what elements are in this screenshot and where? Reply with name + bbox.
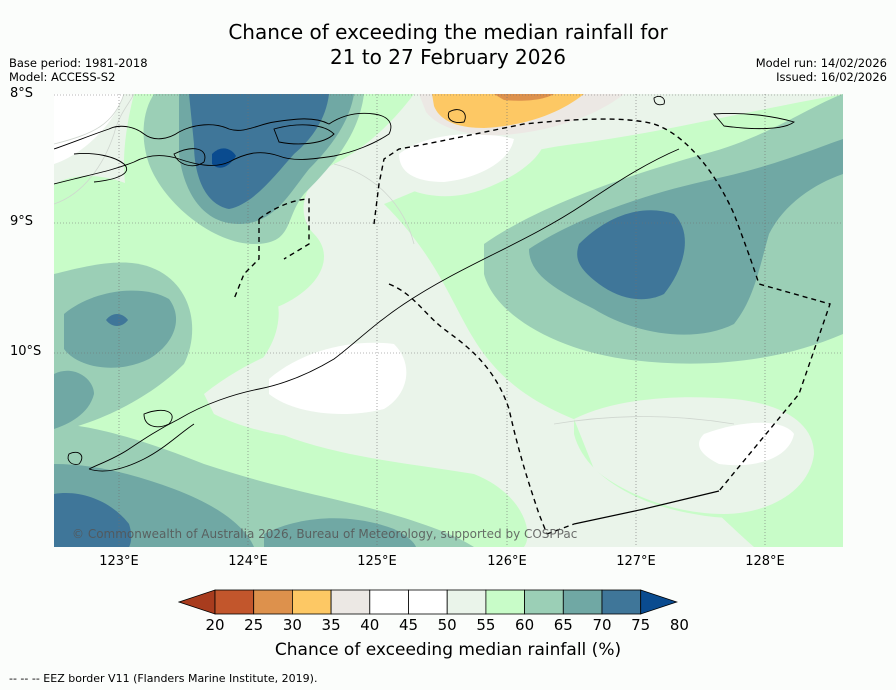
colorbar-arrow-low [178, 589, 216, 615]
colorbar-tick-label: 75 [631, 616, 651, 634]
eez-border-legend: -- -- -- EEZ border V11 (Flanders Marine… [9, 672, 318, 685]
lon-label-127e: 127°E [616, 554, 656, 569]
colorbar-label: Chance of exceeding median rainfall (%) [274, 640, 622, 660]
colorbar-tick-label: 40 [360, 616, 380, 634]
map-title: Chance of exceeding the median rainfall … [0, 20, 896, 70]
band-75-80-southwest [54, 493, 132, 547]
colorbar-segment [446, 589, 487, 615]
lat-label-9s: 9°S [10, 214, 34, 229]
band-30-35-north [494, 94, 554, 101]
colorbar-segment [524, 589, 564, 615]
model-run: Model run: 14/02/2026 [755, 56, 887, 70]
island-small-ne [653, 95, 665, 106]
semau-island [67, 451, 83, 465]
colorbar-segment [330, 589, 371, 615]
island-wetar [713, 113, 795, 130]
graticule [54, 94, 843, 547]
colorbar-tick-label: 60 [515, 616, 535, 634]
colorbar-segment [214, 589, 255, 615]
lon-label-123e: 123°E [99, 554, 139, 569]
eez-border-solid [573, 490, 720, 525]
colorbar-arrow-high [640, 589, 678, 615]
colorbar-segment [408, 589, 448, 615]
band-35-40-north [432, 94, 584, 128]
band-70-75-sw-edge [54, 370, 94, 429]
island-small-n [447, 109, 466, 123]
band-50-55-nw [54, 94, 124, 164]
title-line-2: 21 to 27 February 2026 [330, 45, 566, 69]
lon-label-126e: 126°E [487, 554, 527, 569]
colorbar-tick-label: 35 [321, 616, 341, 634]
band-70-75-south [264, 518, 416, 547]
colorbar-segment [562, 589, 603, 615]
lon-label-128e: 128°E [745, 554, 785, 569]
colorbar-segment [253, 589, 293, 615]
rainfall-map [54, 94, 843, 547]
colorbar-tick-label: 30 [282, 616, 302, 634]
colorbar-segment [485, 589, 525, 615]
island-pantar [173, 148, 206, 167]
flores-coast [54, 112, 392, 185]
timor-coast-south [88, 423, 195, 472]
lon-label-124e: 124°E [228, 554, 268, 569]
coastlines [54, 95, 795, 472]
meta-left: Base period: 1981-2018 Model: ACCESS-S2 [9, 56, 148, 84]
colorbar-segment [292, 589, 332, 615]
issued-date: Issued: 16/02/2026 [776, 70, 887, 84]
timor-coast [88, 148, 680, 470]
band-50-55-north [399, 134, 514, 182]
band-70-75-west [64, 290, 177, 368]
contour-lines [54, 94, 735, 425]
colorbar-tick-label: 55 [476, 616, 496, 634]
band-gt80-northwest [212, 148, 236, 168]
model-name: Model: ACCESS-S2 [9, 70, 116, 84]
roti-island [143, 410, 173, 428]
lon-label-125e: 125°E [357, 554, 397, 569]
colorbar-tick-label: 65 [553, 616, 573, 634]
colorbar-tick-label: 80 [669, 616, 689, 634]
island-alor [273, 124, 335, 145]
lat-label-10s: 10°S [10, 344, 42, 359]
flores-coast-2 [73, 153, 127, 183]
colorbar-tick-label: 50 [437, 616, 457, 634]
band-75-80-east [577, 210, 685, 300]
band-50-55-se [699, 422, 794, 466]
colorbar-tick-label: 20 [205, 616, 225, 634]
meta-right: Model run: 14/02/2026 Issued: 16/02/2026 [756, 56, 887, 84]
band-75-80-northwest [189, 94, 329, 209]
eez-border [233, 118, 831, 535]
colorbar-tick-label: 70 [592, 616, 612, 634]
title-line-1: Chance of exceeding the median rainfall … [228, 20, 668, 44]
colorbar-tick-label: 25 [244, 616, 264, 634]
base-period: Base period: 1981-2018 [9, 56, 148, 70]
colorbar-segment [369, 589, 409, 615]
copyright-notice: © Commonwealth of Australia 2026, Bureau… [72, 527, 578, 541]
colorbar [178, 589, 678, 615]
band-75-80-west [106, 314, 128, 326]
band-50-55-central [269, 342, 407, 414]
colorbar-segment [601, 589, 642, 615]
colorbar-tick-label: 45 [398, 616, 419, 634]
lat-label-8s: 8°S [10, 86, 34, 101]
